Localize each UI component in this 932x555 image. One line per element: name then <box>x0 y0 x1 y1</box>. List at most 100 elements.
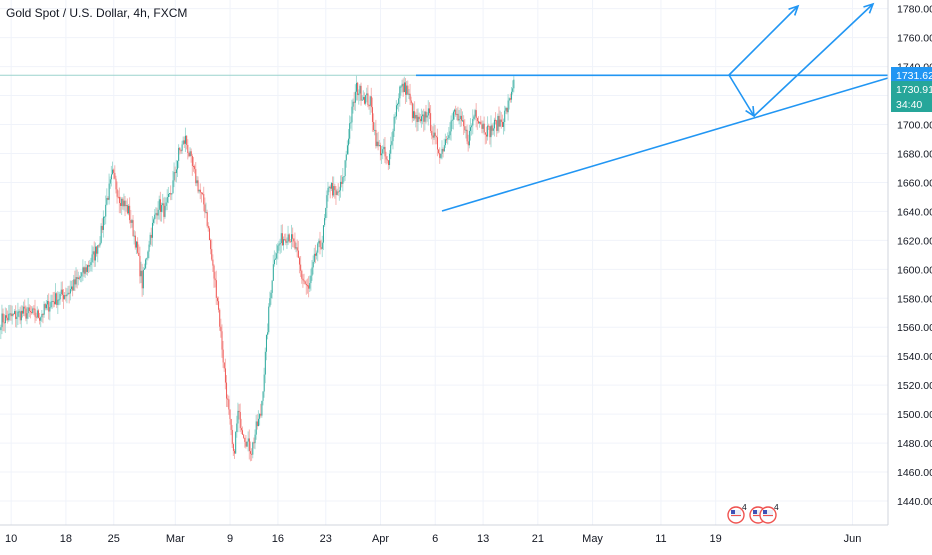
candle-body <box>146 258 148 260</box>
y-tick-label: 1620.00 <box>897 235 932 247</box>
candle-body <box>391 141 393 145</box>
candle-body <box>354 91 356 103</box>
candle-body <box>60 289 62 295</box>
candle-body <box>229 409 231 419</box>
candle-body <box>495 119 497 121</box>
candle-body <box>134 235 136 248</box>
candle-body <box>437 137 438 150</box>
ask-price-tag-bg <box>891 67 932 83</box>
candle-body <box>328 186 330 188</box>
candle-body <box>122 198 124 207</box>
candle-body <box>466 129 468 142</box>
candle-body <box>413 111 414 119</box>
candle-body <box>496 120 498 131</box>
candle-body <box>449 131 451 136</box>
candle-body <box>405 82 407 95</box>
candle-body <box>30 311 31 313</box>
candle-body <box>484 132 486 135</box>
candle-body <box>431 130 433 136</box>
candle-body <box>473 116 475 120</box>
candle-body <box>275 258 277 260</box>
candle-body <box>12 313 14 315</box>
candle-body <box>137 241 139 253</box>
candle-body <box>513 79 515 89</box>
candle-body <box>318 240 320 244</box>
candle-body <box>14 311 15 315</box>
candle-body <box>123 200 125 207</box>
candle-body <box>38 310 39 318</box>
drawings[interactable] <box>0 2 889 212</box>
candle-body <box>360 85 362 101</box>
candle-body <box>115 178 117 190</box>
candle-body <box>251 453 253 455</box>
candle-body <box>65 295 67 297</box>
candle-body <box>7 317 9 321</box>
candle-body <box>390 144 392 154</box>
candle-body <box>24 306 26 309</box>
candle-body <box>87 265 88 272</box>
candle-body <box>338 190 340 192</box>
candle-body <box>446 139 448 141</box>
candle-body <box>48 300 50 312</box>
candle-body <box>498 115 500 127</box>
candle-body <box>8 313 10 321</box>
candle-body <box>81 272 83 277</box>
x-tick-label: 23 <box>320 533 332 545</box>
candle-body <box>319 240 321 248</box>
y-tick-label: 1680.00 <box>897 148 932 160</box>
candle-body <box>418 116 420 120</box>
candle-body <box>497 115 499 131</box>
candle-body <box>351 106 353 123</box>
candle-body <box>250 451 251 454</box>
candle-body <box>92 251 94 255</box>
y-axis[interactable]: 1440.00 1460.00 1480.00 1500.00 1520.00 1540.… <box>887 0 932 525</box>
countdown-tag: 34:40 <box>896 99 922 111</box>
candle-body <box>439 153 441 158</box>
candle-body <box>352 101 354 107</box>
candle-body <box>2 313 4 323</box>
candle-body <box>297 250 299 258</box>
candle-body <box>426 115 428 118</box>
y-tick-label: 1520.00 <box>897 380 932 392</box>
x-tick-label: 21 <box>532 533 544 545</box>
candle-body <box>324 218 326 226</box>
x-tick-label: 9 <box>227 533 233 545</box>
candle-body <box>165 202 167 206</box>
candle-body <box>130 220 132 223</box>
candle-body <box>380 145 381 156</box>
x-tick-label: 19 <box>710 533 722 545</box>
candle-body <box>376 141 378 147</box>
candle-body <box>384 146 386 157</box>
price-tags: 1731.62 1730.91 34:40 <box>891 67 932 112</box>
candles <box>0 75 515 462</box>
candle-body <box>392 131 394 142</box>
candle-body <box>204 204 206 213</box>
candle-body <box>511 91 513 100</box>
candle-body <box>40 317 42 321</box>
y-tick-label: 1540.00 <box>897 351 932 363</box>
candle-body <box>402 83 404 93</box>
candle-body <box>494 119 495 129</box>
x-tick-label: 13 <box>477 533 489 545</box>
candle-body <box>482 123 484 129</box>
candle-body <box>286 241 288 243</box>
candle-body <box>109 179 111 184</box>
candle-body <box>47 300 49 305</box>
candle-body <box>272 264 274 281</box>
candle-body <box>289 241 291 243</box>
candle-body <box>235 432 237 454</box>
candle-body <box>244 437 246 442</box>
candle-body <box>147 251 149 259</box>
candle-body <box>140 270 142 277</box>
candle-body <box>53 301 55 305</box>
candle-body <box>508 98 510 101</box>
candle-body <box>312 261 314 268</box>
candle-body <box>427 108 429 116</box>
x-axis[interactable]: 10 18 25 Mar 9 16 23 Apr 6 13 21 May 11 19 Jun <box>0 524 888 545</box>
candle-body <box>213 265 215 279</box>
candle-body <box>389 153 391 166</box>
candle-body <box>313 253 315 262</box>
